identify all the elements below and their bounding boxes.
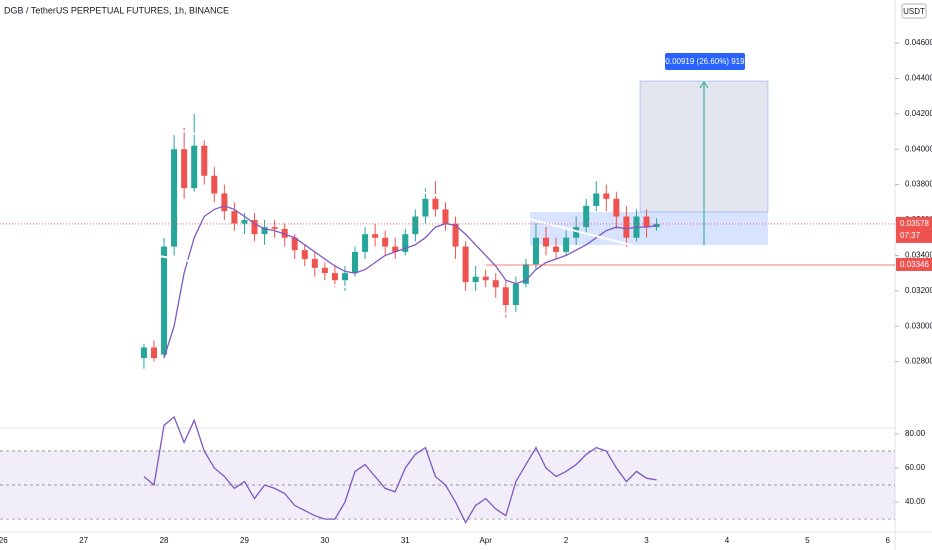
trend-line bbox=[122, 249, 749, 355]
candle-body bbox=[563, 237, 570, 252]
x-tick-label: 31 bbox=[401, 536, 410, 545]
candle-body bbox=[261, 227, 268, 235]
y-tick-label: 0.04400 bbox=[905, 74, 932, 83]
candle-body bbox=[603, 193, 610, 199]
plot-area bbox=[0, 80, 895, 524]
x-tick-label: 2 bbox=[564, 536, 569, 545]
x-tick-label: 30 bbox=[320, 536, 329, 545]
candle-body bbox=[372, 234, 379, 238]
candle-body bbox=[171, 149, 178, 247]
candle-body bbox=[613, 198, 620, 217]
candle-body bbox=[542, 237, 550, 247]
x-tick-label: 27 bbox=[79, 536, 88, 545]
candle-body bbox=[512, 283, 519, 305]
candle-body bbox=[281, 228, 288, 238]
x-tick-label: 3 bbox=[644, 536, 649, 545]
y-tick-label: 40.00 bbox=[905, 497, 926, 506]
candle-body bbox=[331, 273, 338, 281]
unit-box bbox=[901, 3, 927, 19]
candle-body bbox=[211, 175, 218, 194]
candle-body bbox=[201, 145, 208, 176]
y-tick-label: 0.03800 bbox=[905, 180, 932, 189]
candle-body bbox=[140, 347, 147, 359]
y-tick-label: 0.03000 bbox=[905, 321, 932, 330]
candle-body bbox=[472, 276, 479, 282]
x-tick-label: 26 bbox=[0, 536, 8, 545]
candle-body bbox=[442, 209, 449, 224]
candle-body bbox=[321, 267, 328, 274]
y-tick-label: 0.03200 bbox=[905, 286, 932, 295]
y-tick-label: 0.02800 bbox=[905, 357, 932, 366]
position-label: 0.00919 (26.60%) 919 bbox=[665, 57, 745, 66]
position-arrow-head bbox=[699, 81, 709, 89]
x-tick-label: Apr bbox=[479, 536, 492, 545]
candle-body bbox=[412, 216, 419, 235]
price-label: 0.03346 bbox=[900, 260, 929, 269]
y-tick-label: 0.04200 bbox=[905, 109, 932, 118]
candle-body bbox=[382, 237, 389, 247]
candle-body bbox=[352, 251, 359, 274]
candle-body bbox=[251, 220, 258, 235]
drawings: 0.00919 (26.60%) 919 bbox=[0, 53, 895, 355]
candle-body bbox=[221, 193, 228, 212]
candle-body bbox=[362, 234, 369, 252]
candle-body bbox=[452, 223, 459, 247]
candle-body bbox=[402, 234, 409, 252]
x-tick-label: 6 bbox=[886, 536, 891, 545]
candle-body bbox=[181, 149, 188, 189]
candle-body bbox=[191, 145, 198, 189]
candle-body bbox=[291, 237, 298, 251]
y-tick-label: 0.04000 bbox=[905, 144, 932, 153]
trend-line bbox=[139, 119, 746, 275]
candle-body bbox=[311, 258, 318, 268]
position-label-box bbox=[665, 53, 745, 70]
rsi-line bbox=[143, 415, 657, 524]
candle-body bbox=[161, 246, 168, 355]
moving-average bbox=[163, 205, 657, 359]
x-tick-label: 5 bbox=[805, 536, 810, 545]
price-label-box bbox=[896, 257, 932, 271]
candle-body bbox=[482, 276, 489, 281]
chart-title: DGB / TetherUS PERPETUAL FUTURES, 1h, BI… bbox=[4, 5, 229, 15]
y-tick-label: 60.00 bbox=[905, 463, 926, 472]
candle-body bbox=[392, 246, 399, 252]
candle-body bbox=[432, 198, 439, 210]
candle-body bbox=[502, 287, 509, 305]
candle-body bbox=[241, 220, 248, 224]
x-tick-label: 28 bbox=[160, 536, 169, 545]
candle-body bbox=[573, 227, 580, 238]
candle-body bbox=[643, 216, 650, 228]
y-tick-label: 0.04600 bbox=[905, 38, 932, 47]
candle-body bbox=[532, 237, 539, 265]
candle-body bbox=[522, 264, 529, 284]
candle-body bbox=[341, 273, 348, 281]
x-tick-label: 4 bbox=[725, 536, 730, 545]
candle-body bbox=[553, 246, 560, 252]
candle-body bbox=[150, 347, 158, 359]
candle-body bbox=[231, 211, 238, 224]
candle-body bbox=[583, 205, 590, 228]
x-tick-label: 29 bbox=[240, 536, 249, 545]
candle-body bbox=[422, 198, 429, 217]
candle-body bbox=[271, 227, 278, 229]
y-tick-label: 0.03400 bbox=[905, 251, 932, 260]
candle-body bbox=[492, 280, 499, 288]
price-label: 0.03578 bbox=[900, 219, 929, 228]
countdown: 07:37 bbox=[900, 231, 921, 240]
candle-body bbox=[623, 216, 630, 238]
price-label-box bbox=[896, 216, 932, 243]
unit-label: USDT bbox=[903, 7, 925, 16]
y-tick-label: 80.00 bbox=[905, 429, 926, 438]
candle-body bbox=[462, 246, 469, 282]
candle-body bbox=[593, 193, 600, 206]
candle-body bbox=[301, 250, 308, 259]
